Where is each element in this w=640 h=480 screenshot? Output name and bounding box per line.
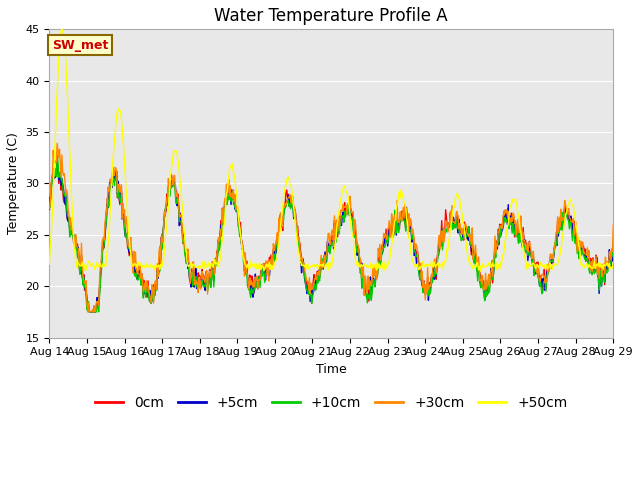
Text: SW_met: SW_met — [52, 38, 109, 51]
Y-axis label: Temperature (C): Temperature (C) — [7, 132, 20, 234]
Legend: 0cm, +5cm, +10cm, +30cm, +50cm: 0cm, +5cm, +10cm, +30cm, +50cm — [90, 391, 573, 416]
X-axis label: Time: Time — [316, 363, 347, 376]
Title: Water Temperature Profile A: Water Temperature Profile A — [214, 7, 448, 25]
